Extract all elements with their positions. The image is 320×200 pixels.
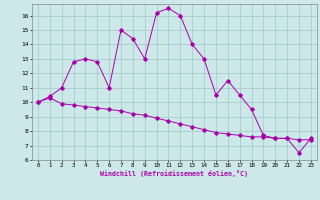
X-axis label: Windchill (Refroidissement éolien,°C): Windchill (Refroidissement éolien,°C) <box>100 170 248 177</box>
